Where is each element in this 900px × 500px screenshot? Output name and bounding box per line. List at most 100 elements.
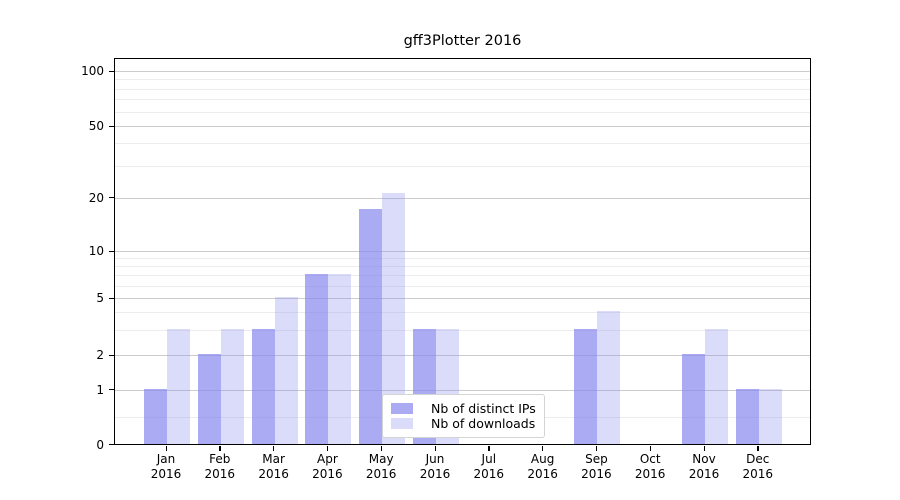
x-tick-year: 2016 [258, 466, 289, 481]
legend-item-downloads: Nb of downloads [387, 416, 536, 431]
x-tick-month: Aug [530, 451, 555, 466]
gridline-y-5 [115, 298, 810, 299]
x-tick-month: Nov [692, 451, 716, 466]
y-tick-mark-10 [109, 250, 114, 252]
gridline-y-4 [115, 311, 810, 313]
gridline-y-3 [115, 329, 810, 331]
x-tick-label-dec: Dec 2016 [728, 452, 788, 482]
gridline-y-50 [115, 126, 810, 127]
bar-swatch-dark [391, 403, 413, 414]
x-tick-year: 2016 [742, 466, 774, 481]
gridline-y-40 [115, 143, 810, 145]
x-tick-month: Oct [639, 451, 661, 466]
plot-area: Nb of distinct IPs Nb of downloads [114, 58, 811, 445]
bar-distinct-ips-may [359, 209, 383, 444]
gridline-y-10 [115, 251, 810, 252]
gridline-y-2 [115, 355, 810, 356]
gridline-y-90 [115, 79, 810, 81]
y-tick-label-100: 100 [81, 64, 104, 78]
x-tick-label-jun: Jun 2016 [405, 452, 465, 482]
y-tick-label-2: 2 [96, 348, 104, 362]
x-tick-mark-feb [219, 446, 221, 451]
gridline-y-30 [115, 165, 810, 167]
x-tick-year: 2016 [634, 466, 666, 481]
x-tick-month: Jan [156, 451, 176, 466]
bar-downloads-jan [167, 328, 190, 444]
bar-downloads-may [382, 192, 406, 444]
bar-distinct-ips-jan [144, 388, 167, 444]
legend-label: Nb of downloads [431, 416, 536, 431]
x-tick-mark-oct [649, 446, 652, 451]
gridline-y-9 [115, 258, 810, 260]
x-tick-mark-may [380, 446, 383, 451]
y-tick-label-10: 10 [88, 244, 104, 258]
x-tick-month: Sep [585, 451, 608, 466]
x-tick-label-jul: Jul 2016 [459, 452, 519, 482]
y-tick-mark-50 [109, 125, 114, 127]
x-tick-mark-dec [757, 446, 759, 451]
gridline-y-6 [115, 285, 810, 287]
x-tick-month: Mar [262, 451, 285, 466]
bar-downloads-mar [274, 297, 298, 444]
y-tick-mark-1 [109, 389, 114, 391]
gridline-y-80 [115, 88, 810, 90]
legend-label: Nb of distinct IPs [431, 401, 536, 416]
y-tick-mark-5 [109, 297, 114, 299]
x-tick-label-sep: Sep 2016 [566, 452, 626, 482]
y-tick-mark-0 [109, 444, 114, 446]
x-tick-label-apr: Apr 2016 [297, 452, 357, 482]
bar-downloads-apr [328, 274, 352, 444]
bar-distinct-ips-dec [735, 388, 759, 444]
x-tick-month: Jul [481, 451, 497, 466]
x-tick-label-aug: Aug 2016 [513, 452, 573, 482]
bar-swatch-light [391, 418, 413, 429]
x-tick-mark-jan [165, 446, 167, 451]
x-tick-mark-sep [595, 446, 598, 451]
x-tick-mark-mar [273, 446, 275, 451]
x-tick-month: Jun [425, 451, 445, 466]
x-tick-year: 2016 [688, 466, 720, 481]
x-tick-label-nov: Nov 2016 [674, 452, 734, 482]
legend-item-distinct-ips: Nb of distinct IPs [387, 401, 536, 416]
x-tick-year: 2016 [312, 466, 343, 481]
bar-distinct-ips-nov [682, 354, 705, 444]
bar-downloads-feb [220, 328, 244, 444]
y-tick-label-20: 20 [88, 190, 104, 205]
y-tick-mark-100 [109, 70, 114, 72]
x-tick-year: 2016 [365, 466, 397, 481]
gridline-y-60 [115, 111, 810, 113]
x-tick-mark-nov [703, 446, 705, 451]
bar-downloads-sep [597, 310, 621, 444]
x-tick-month: Dec [746, 451, 770, 466]
x-tick-year: 2016 [204, 466, 236, 481]
bar-distinct-ips-sep [574, 328, 598, 444]
x-tick-year: 2016 [419, 466, 451, 481]
gridline-y-20 [115, 197, 810, 199]
legend: Nb of distinct IPs Nb of downloads [382, 394, 545, 438]
x-tick-month: Feb [209, 451, 231, 466]
x-tick-year: 2016 [581, 466, 612, 481]
gridline-y-1 [115, 389, 810, 391]
x-tick-mark-aug [542, 446, 544, 451]
gridline-y-100 [115, 71, 810, 72]
bar-downloads-dec [758, 388, 782, 444]
x-tick-mark-jun [434, 446, 436, 451]
y-tick-label-50: 50 [88, 119, 104, 133]
x-tick-label-feb: Feb 2016 [190, 452, 250, 482]
x-tick-label-jan: Jan 2016 [136, 452, 196, 482]
x-tick-year: 2016 [473, 466, 505, 481]
bar-downloads-nov [705, 328, 728, 444]
y-tick-label-5: 5 [96, 291, 104, 305]
x-tick-mark-apr [326, 446, 329, 451]
bar-distinct-ips-apr [305, 274, 329, 444]
x-tick-mark-jul [488, 446, 490, 451]
x-tick-year: 2016 [527, 466, 558, 481]
gridline-y-7 [115, 275, 810, 277]
y-tick-label-0: 0 [96, 437, 104, 452]
x-tick-label-oct: Oct 2016 [620, 452, 680, 482]
bar-distinct-ips-mar [251, 328, 275, 444]
gridline-y-8 [115, 266, 810, 268]
x-tick-label-mar: Mar 2016 [244, 452, 304, 482]
y-tick-mark-20 [109, 197, 114, 199]
